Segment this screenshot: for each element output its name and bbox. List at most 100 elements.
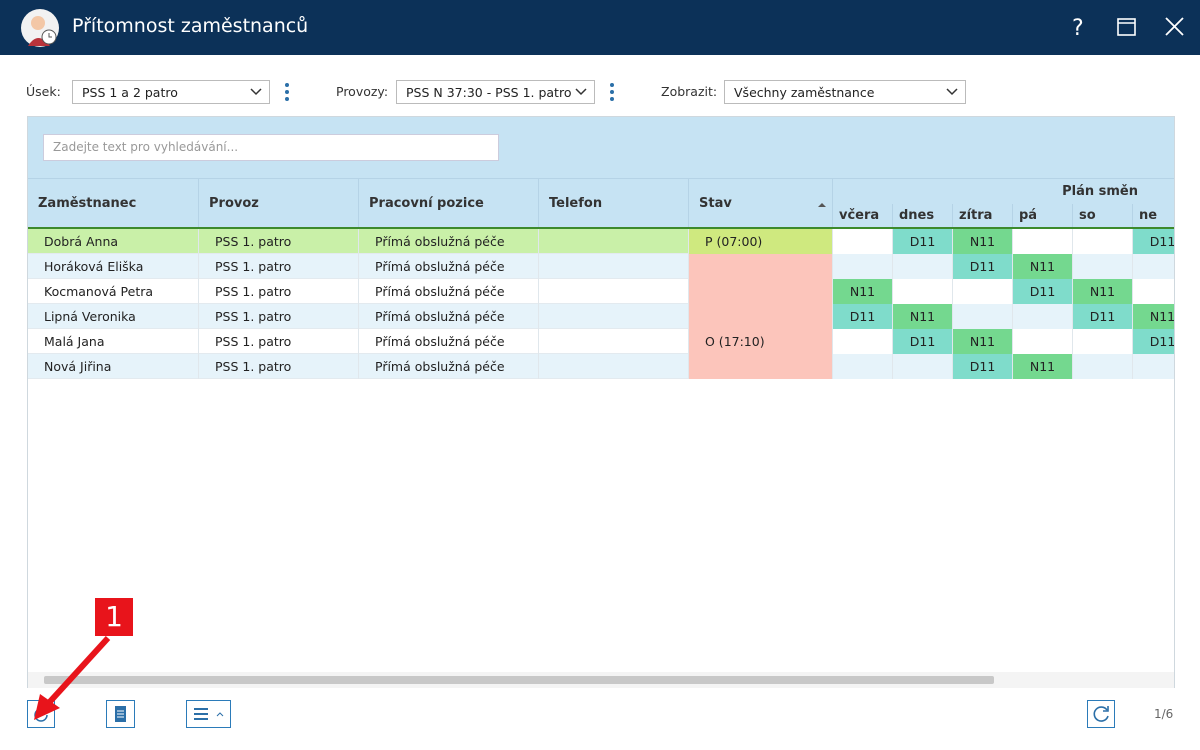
table-row[interactable]: Malá Jana PSS 1. patro Přímá obslužná péče… <box>28 329 1174 354</box>
shift-cell <box>1072 354 1132 379</box>
cell-pozice: Přímá obslužná péče <box>358 279 538 304</box>
shift-cell <box>1012 329 1072 354</box>
shift-cell: D11 <box>892 229 952 254</box>
filter-label: Provozy: <box>336 84 389 99</box>
shift-cell <box>1132 254 1174 279</box>
cell-provoz: PSS 1. patro <box>198 354 358 379</box>
shift-cell <box>1132 354 1174 379</box>
day-header: zítra <box>952 204 1012 229</box>
cell-pozice: Přímá obslužná péče <box>358 329 538 354</box>
shift-cell <box>1072 254 1132 279</box>
shift-cell: N11 <box>1012 254 1072 279</box>
shift-cell: N11 <box>892 304 952 329</box>
shift-cell: N11 <box>1012 354 1072 379</box>
table-row[interactable]: Kocmanová Petra PSS 1. patro Přímá obslužn… <box>28 279 1174 304</box>
cell-stav <box>688 304 832 329</box>
cell-name: Nová Jiřina <box>44 359 112 374</box>
column-header: Telefon <box>538 179 688 229</box>
cell-phone <box>538 229 688 254</box>
table-row[interactable]: Lipná Veronika PSS 1. patro Přímá obslužná… <box>28 304 1174 329</box>
shift-cell <box>1012 229 1072 254</box>
cell-name: Kocmanová Petra <box>44 284 154 299</box>
cell-pozice: Přímá obslužná péče <box>358 354 538 379</box>
annotation-arrow <box>34 635 111 720</box>
cell-pozice: Přímá obslužná péče <box>358 304 538 329</box>
shift-cell: D11 <box>1132 329 1174 354</box>
menu-button[interactable] <box>186 700 231 728</box>
cell-stav <box>688 354 832 379</box>
search-box[interactable]: Zadejte text pro vyhledávání... <box>43 134 499 161</box>
cell-name: Horáková Eliška <box>44 259 144 274</box>
dropdown[interactable]: PSS N 37:30 - PSS 1. patro <box>396 80 595 104</box>
cell-name: Dobrá Anna <box>44 234 119 249</box>
scrollbar[interactable] <box>28 672 1174 688</box>
shift-cell: D11 <box>1072 304 1132 329</box>
cell-pozice: Přímá obslužná péče <box>358 254 538 279</box>
shift-cell: D11 <box>832 304 892 329</box>
shift-cell <box>1072 329 1132 354</box>
cell-phone <box>538 279 688 304</box>
cell-provoz: PSS 1. patro <box>198 329 358 354</box>
table-row[interactable]: Horáková Eliška PSS 1. patro Přímá obslužn… <box>28 254 1174 279</box>
shift-cell <box>892 254 952 279</box>
shift-cell: N11 <box>832 279 892 304</box>
report-button[interactable] <box>106 700 135 728</box>
cell-provoz: PSS 1. patro <box>198 279 358 304</box>
dropdown[interactable]: Všechny zaměstnance <box>724 80 966 104</box>
cell-stav <box>688 254 832 279</box>
shift-cell: N11 <box>1072 279 1132 304</box>
shift-cell: D11 <box>1012 279 1072 304</box>
title-bar: Přítomnost zaměstnanců ? <box>0 0 1200 55</box>
annotation-label: 1 <box>95 598 133 636</box>
shift-cell <box>892 279 952 304</box>
employee-grid: Zadejte text pro vyhledávání... Zaměstna… <box>27 116 1175 688</box>
more-button[interactable] <box>284 82 290 102</box>
table-row[interactable]: Dobrá Anna PSS 1. patro Přímá obslužná péč… <box>28 227 1174 256</box>
cell-stav: P (07:00) <box>688 229 832 254</box>
pager: 1/6 <box>1154 707 1174 721</box>
day-header: dnes <box>892 204 952 229</box>
app-icon <box>21 9 59 47</box>
shift-cell: D11 <box>952 354 1012 379</box>
cell-provoz: PSS 1. patro <box>198 304 358 329</box>
filter-label: Úsek: <box>26 84 61 99</box>
dropdown[interactable]: PSS 1 a 2 patro <box>72 80 270 104</box>
svg-text:?: ? <box>1072 16 1084 41</box>
cell-name: Malá Jana <box>44 334 105 349</box>
cell-provoz: PSS 1. patro <box>198 229 358 254</box>
plan-header: Plán směn <box>832 179 1138 204</box>
shift-cell: D11 <box>1132 229 1174 254</box>
shift-cell: D11 <box>892 329 952 354</box>
cell-pozice: Přímá obslužná péče <box>358 229 538 254</box>
cell-provoz: PSS 1. patro <box>198 254 358 279</box>
shift-cell <box>952 279 1012 304</box>
shift-cell <box>952 304 1012 329</box>
window-controls[interactable]: ? <box>1064 14 1194 42</box>
more-button[interactable] <box>609 82 615 102</box>
cell-stav <box>688 279 832 304</box>
shift-cell <box>1012 304 1072 329</box>
column-header: Zaměstnanec <box>38 196 137 211</box>
shift-cell <box>832 354 892 379</box>
column-header: Pracovní pozice <box>358 179 538 229</box>
day-header: ne <box>1132 204 1174 229</box>
shift-cell: N11 <box>952 329 1012 354</box>
table-row[interactable]: Nová Jiřina PSS 1. patro Přímá obslužná pé… <box>28 354 1174 379</box>
cell-phone <box>538 304 688 329</box>
day-header: včera <box>832 204 892 229</box>
cell-phone <box>538 329 688 354</box>
window-title: Přítomnost zaměstnanců <box>72 15 309 37</box>
day-header: pá <box>1012 204 1072 229</box>
refresh-button[interactable] <box>1087 700 1115 728</box>
cell-stav: O (17:10) <box>688 329 832 354</box>
shift-cell <box>832 254 892 279</box>
shift-cell: D11 <box>952 254 1012 279</box>
shift-cell <box>1072 229 1132 254</box>
cell-name: Lipná Veronika <box>44 309 136 324</box>
cell-phone <box>538 354 688 379</box>
shift-cell <box>1132 279 1174 304</box>
shift-cell <box>832 229 892 254</box>
column-header: Provoz <box>198 179 358 229</box>
shift-cell <box>892 354 952 379</box>
